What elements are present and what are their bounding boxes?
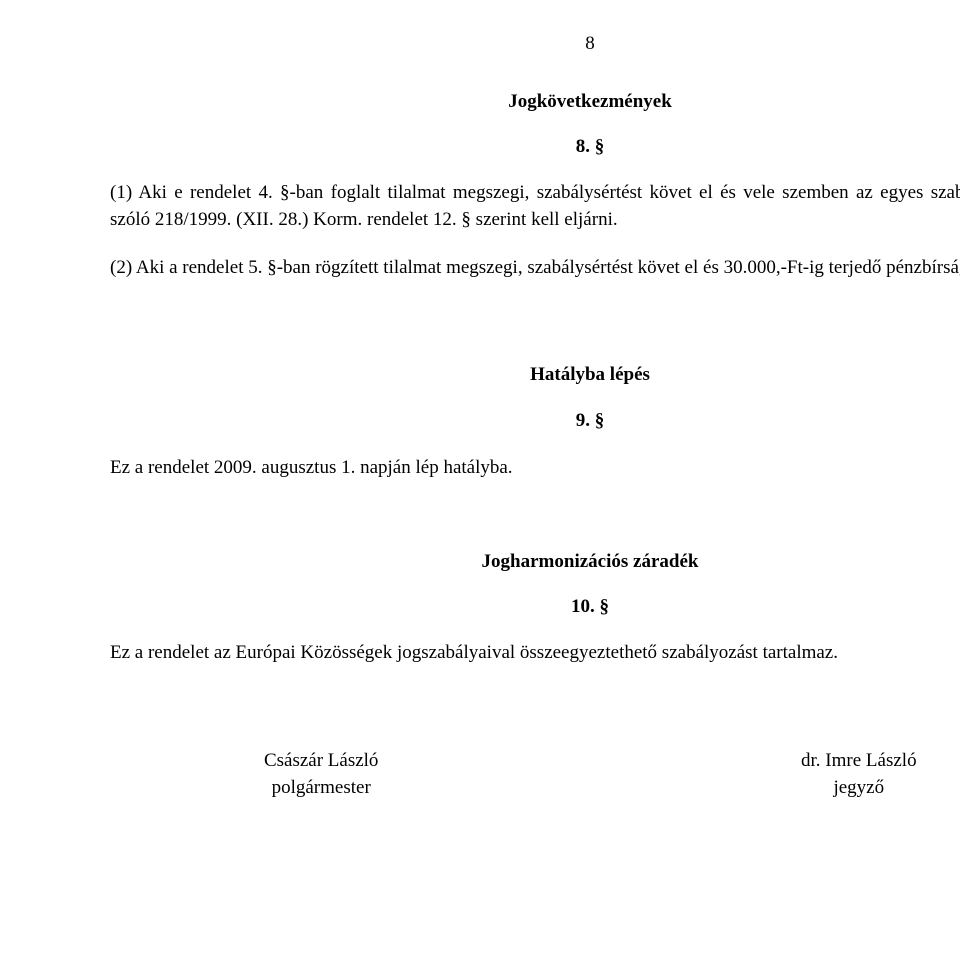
paragraph-10-1: Ez a rendelet az Európai Közösségek jogs… (110, 639, 960, 667)
signature-left-role: polgármester (110, 774, 532, 802)
section-heading-entry-into-force: Hatályba lépés (110, 361, 960, 389)
signature-right-name: dr. Imre László (648, 747, 960, 775)
signature-right-role: jegyző (648, 774, 960, 802)
paragraph-8-2: (2) Aki a rendelet 5. §-ban rögzített ti… (110, 254, 960, 282)
signature-block: Császár László polgármester dr. Imre Lás… (110, 747, 960, 802)
page-number: 8 (110, 30, 960, 58)
section-heading-consequences: Jogkövetkezmények (110, 88, 960, 116)
paragraph-9-1: Ez a rendelet 2009. augusztus 1. napján … (110, 454, 960, 482)
signature-left: Császár László polgármester (110, 747, 532, 802)
paragraph-8-1: (1) Aki e rendelet 4. §-ban foglalt tila… (110, 179, 960, 234)
paragraph-number-8: 8. § (110, 133, 960, 161)
paragraph-number-9: 9. § (110, 407, 960, 435)
paragraph-number-10: 10. § (110, 593, 960, 621)
signature-left-name: Császár László (110, 747, 532, 775)
section-heading-harmonization: Jogharmonizációs záradék (110, 548, 960, 576)
signature-right: dr. Imre László jegyző (648, 747, 960, 802)
